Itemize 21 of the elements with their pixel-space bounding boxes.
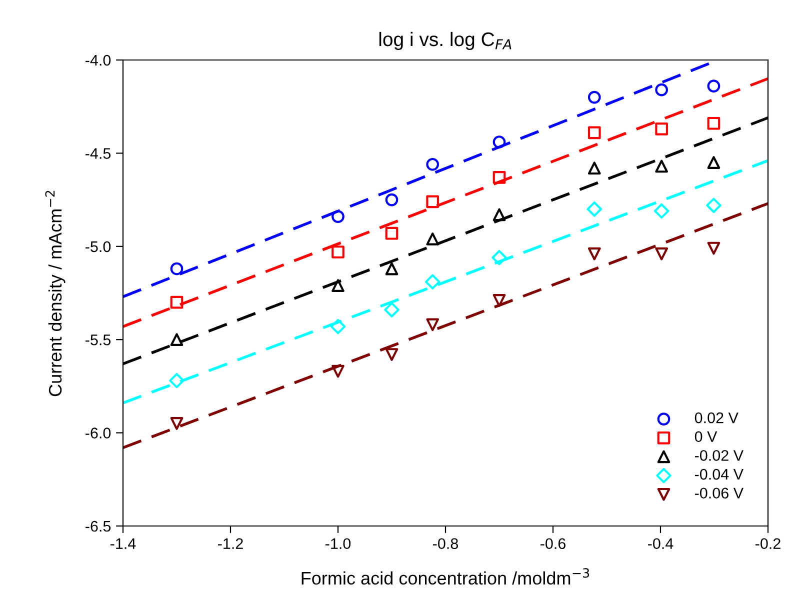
y-tick-label: -5.0	[86, 241, 111, 252]
x-tick-label: -0.2	[756, 538, 780, 550]
legend-label: -0.06 V	[694, 488, 744, 499]
y-tick-label: -6.5	[86, 520, 111, 532]
x-tick-label: -0.8	[433, 538, 458, 550]
y-tick-label: -6.0	[86, 428, 111, 438]
x-tick-label: -0.4	[648, 538, 674, 550]
x-tick-label: -1.2	[218, 538, 243, 549]
y-tick-label: -5.5	[86, 334, 111, 346]
x-tick-label: -1.4	[110, 538, 136, 549]
x-tick-label: -1.0	[326, 538, 351, 550]
legend-label: 0 V	[694, 431, 718, 442]
legend-label: -0.04 V	[694, 468, 744, 480]
y-axis-title: Current density / mAcm$^{−2}$	[45, 190, 66, 396]
y-tick-label: -4.0	[86, 54, 111, 66]
chart-title: log i vs. log C$_{FA}$	[379, 32, 512, 50]
y-tick-label: -4.5	[86, 148, 111, 159]
x-tick-label: -0.6	[540, 538, 566, 550]
x-axis-title: Formic acid concentration /moldm$^{−3}$	[302, 568, 590, 585]
legend-label: -0.02 V	[694, 450, 744, 461]
legend-label: 0.02 V	[694, 412, 738, 424]
